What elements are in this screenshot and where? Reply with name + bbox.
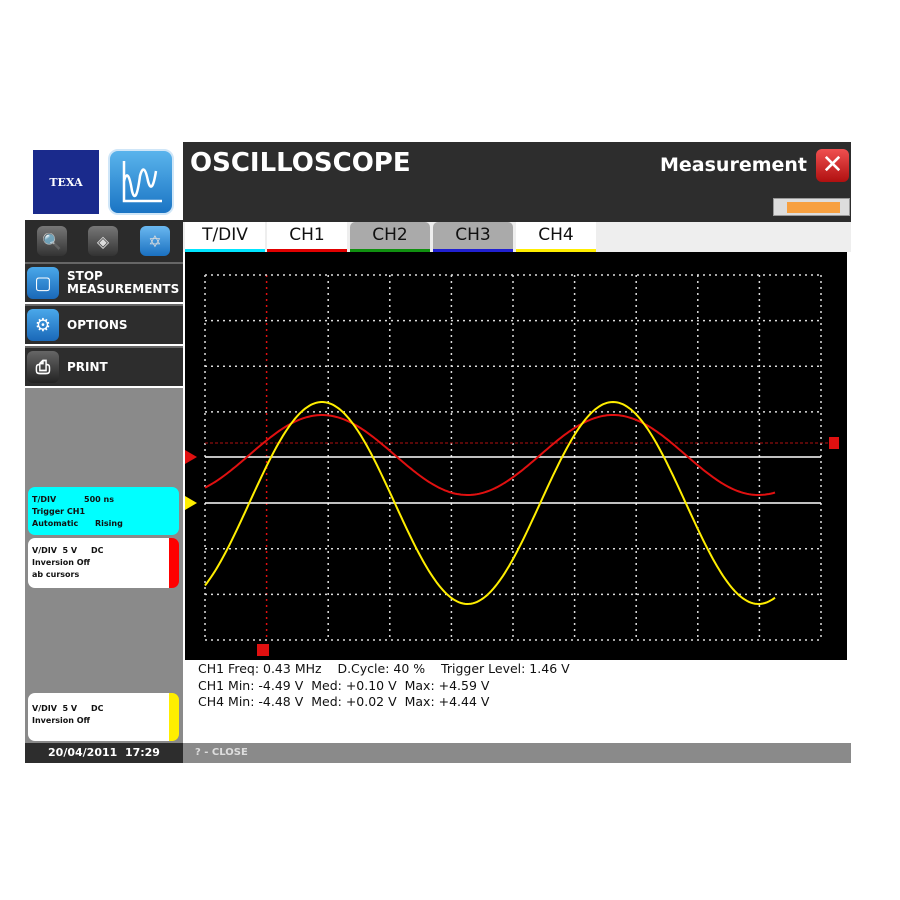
oscilloscope-app-icon — [108, 149, 174, 215]
tab-ch2[interactable]: CH2 — [350, 222, 430, 252]
measurement-line: CH1 Min: -4.49 V Med: +0.10 V Max: +4.59… — [198, 677, 490, 693]
tdiv-line2: Trigger CH1 — [32, 507, 86, 516]
stop-measurements-button[interactable]: ▢ STOP MEASUREMENTS — [25, 262, 183, 302]
measurement-line: CH1 Freq: 0.43 MHz D.Cycle: 40 % Trigger… — [198, 661, 570, 676]
ch4-waveform — [204, 400, 776, 606]
ch4-line1: V/DIV 5 V DC — [32, 704, 104, 713]
mode-label: Measurement — [660, 154, 807, 176]
tdiv-card[interactable]: T/DIV 500 ns Trigger CH1 Automatic Risin… — [28, 487, 179, 535]
toolbar: 🔍 ◈ ✡ — [25, 220, 183, 262]
ch4-offset-marker — [185, 496, 197, 510]
printer-icon: ⎙ — [27, 351, 59, 383]
ch1-offset-marker — [185, 450, 197, 464]
texa-logo: TEXA — [33, 150, 99, 214]
header — [183, 142, 851, 222]
color-dropdown[interactable] — [773, 198, 850, 216]
cursor-measure-icon[interactable]: ✡ — [140, 226, 170, 256]
color-swatch — [787, 202, 840, 213]
ch4-card[interactable]: V/DIV 5 V DC Inversion Off — [28, 693, 179, 741]
ch1-line1: V/DIV 5 V DC — [32, 546, 104, 555]
measurement-readout: CH1 Freq: 0.43 MHz D.Cycle: 40 % Trigger… — [198, 661, 838, 711]
options-button[interactable]: ⚙ OPTIONS — [25, 304, 183, 344]
tdiv-line3: Automatic Rising — [32, 519, 123, 528]
page-title: OSCILLOSCOPE — [190, 148, 411, 178]
ch1-line3: ab cursors — [32, 570, 80, 579]
tab-ch3[interactable]: CH3 — [433, 222, 513, 252]
print-button[interactable]: ⎙ PRINT — [25, 346, 183, 386]
handshake-icon[interactable]: ◈ — [88, 226, 118, 256]
print-label: PRINT — [67, 359, 108, 374]
tab-ch4[interactable]: CH4 — [516, 222, 596, 252]
close-bar[interactable]: ? - CLOSE — [183, 743, 851, 763]
waveform-plot — [185, 274, 839, 656]
datetime: 20/04/2011 17:29 — [25, 743, 183, 763]
trigger-level-marker — [829, 437, 839, 449]
close-button[interactable]: ✕ — [816, 149, 849, 182]
scope-display[interactable] — [185, 252, 847, 660]
ch4-line2: Inversion Off — [32, 716, 91, 725]
tab-ch1[interactable]: CH1 — [267, 222, 347, 252]
stop-label: STOP MEASUREMENTS — [67, 269, 180, 296]
ch1-waveform — [204, 414, 776, 496]
measurement-line: CH4 Min: -4.48 V Med: +0.02 V Max: +4.44… — [198, 694, 490, 709]
ch1-line2: Inversion Off — [32, 558, 91, 567]
tab-tdiv[interactable]: T/DIV — [185, 222, 265, 252]
trigger-time-marker — [257, 644, 269, 656]
stop-icon: ▢ — [27, 267, 59, 299]
ch1-card[interactable]: V/DIV 5 V DC Inversion Off ab cursors — [28, 538, 179, 588]
gear-icon: ⚙ — [27, 309, 59, 341]
zoom-icon[interactable]: 🔍 — [37, 226, 67, 256]
options-label: OPTIONS — [67, 317, 128, 332]
channel-tabs: T/DIV CH1 CH2 CH3 CH4 — [183, 222, 851, 252]
tdiv-line1: T/DIV 500 ns — [32, 495, 114, 504]
